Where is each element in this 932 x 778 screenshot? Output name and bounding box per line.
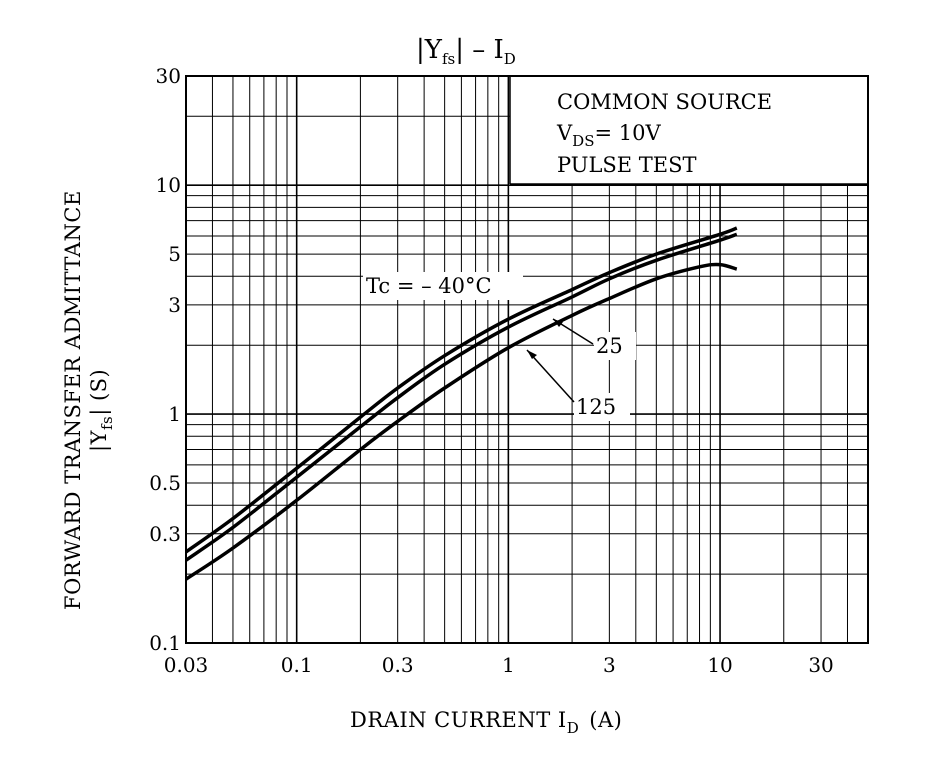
y-tick-label: 30 — [156, 64, 181, 88]
x-tick-label: 0.03 — [164, 653, 209, 677]
plot-frame — [185, 75, 869, 644]
chart-title: |Yfs| – ID — [416, 35, 516, 68]
series-label-25: 25 — [596, 334, 623, 358]
y-axis-title-line2: |Yfs| (S) — [87, 369, 116, 452]
x-tick-label: 30 — [808, 653, 833, 677]
condition-line-2: VDS= 10V — [556, 121, 661, 150]
y-axis-title-line1: FORWARD TRANSFER ADMITTANCE — [61, 190, 85, 610]
conditions-box — [510, 76, 868, 184]
series-label-m40: Tc = – 40°C — [366, 274, 492, 298]
y-tick-label: 5 — [168, 242, 181, 266]
x-tick-label: 10 — [707, 653, 732, 677]
y-tick-label: 0.3 — [149, 522, 181, 546]
x-axis-title: DRAIN CURRENT ID (A) — [350, 708, 622, 737]
x-tick-label: 0.1 — [281, 653, 313, 677]
y-tick-label: 0.5 — [149, 471, 181, 495]
condition-line-1: COMMON SOURCE — [557, 90, 772, 114]
curves — [184, 226, 738, 581]
y-tick-label: 3 — [168, 293, 181, 317]
x-tick-label: 0.3 — [382, 653, 414, 677]
series-line-0 — [184, 226, 738, 554]
label-bg-m40 — [363, 272, 523, 300]
y-tick-label: 10 — [156, 173, 181, 197]
y-tick-label: 0.1 — [149, 631, 181, 655]
label-bg-125 — [574, 393, 630, 421]
series-line-2 — [185, 262, 738, 581]
x-tick-label: 3 — [603, 653, 616, 677]
label-bg-25 — [594, 332, 636, 360]
x-tick-label: 1 — [502, 653, 515, 677]
series-line-1 — [184, 232, 738, 562]
leader-125-arrow — [527, 350, 537, 359]
y-tick-label: 1 — [168, 402, 181, 426]
leader-125 — [526, 349, 575, 403]
condition-line-3: PULSE TEST — [557, 153, 697, 177]
leader-25-arrow — [553, 319, 563, 327]
series-label-125: 125 — [576, 395, 616, 419]
